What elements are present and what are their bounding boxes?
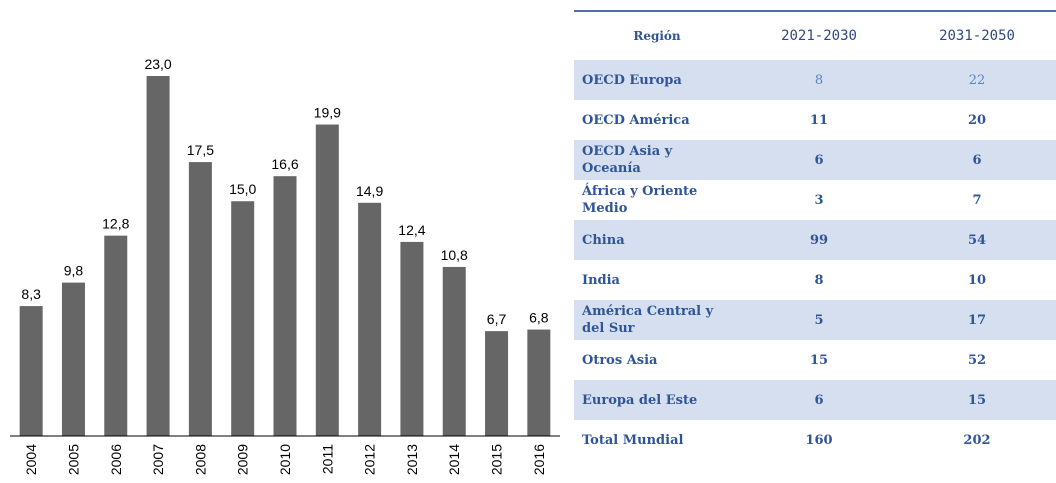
bar	[188, 162, 212, 436]
x-tick-label: 2013	[404, 444, 420, 475]
value-cell: 54	[898, 220, 1056, 260]
value-cell: 17	[898, 300, 1056, 340]
table-row: OECD América 11 20	[574, 100, 1056, 140]
value-cell: 22	[898, 60, 1056, 100]
region-cell: África y Oriente Medio	[582, 184, 698, 216]
x-tick-label: 2015	[489, 444, 505, 475]
data-label: 10,8	[441, 247, 468, 263]
bar	[485, 331, 509, 436]
table-row: Total Mundial 160 202	[574, 420, 1056, 460]
table-row: Europa del Este 6 15	[574, 380, 1056, 420]
value-cell: 3	[814, 192, 824, 208]
value-cell: 8	[740, 60, 898, 100]
value-cell: 99	[740, 220, 898, 260]
data-label: 8,3	[21, 286, 41, 302]
region-cell: China	[574, 220, 740, 260]
region-cell: OECD Europa	[574, 60, 740, 100]
x-tick-label: 2012	[362, 444, 378, 475]
table-row: China 99 54	[574, 220, 1056, 260]
data-label: 16,6	[271, 156, 298, 172]
bar	[358, 202, 382, 436]
bar	[315, 124, 339, 437]
region-cell: OECD Asia y Oceanía	[574, 140, 740, 180]
region-cell: India	[582, 272, 620, 288]
value-cell: 7	[972, 192, 982, 208]
value-cell: 15	[809, 352, 829, 368]
data-label: 6,7	[487, 311, 507, 327]
x-tick-label: 2016	[531, 444, 547, 475]
data-label: 9,8	[64, 263, 84, 279]
x-tick-label: 2007	[150, 444, 166, 475]
x-tick-label: 2004	[23, 444, 39, 475]
bar	[146, 76, 170, 436]
value-cell: 10	[967, 272, 987, 288]
value-cell: 15	[898, 380, 1056, 420]
region-cell: Europa del Este	[574, 380, 740, 420]
data-label: 17,5	[187, 142, 214, 158]
value-cell: 6	[898, 140, 1056, 180]
value-cell: 52	[967, 352, 987, 368]
bar	[104, 235, 128, 436]
table-row: OECD Asia y Oceanía 6 6	[574, 140, 1056, 180]
region-cell: OECD América	[582, 112, 690, 128]
data-label: 23,0	[144, 56, 171, 72]
header-cell: 2021-2030	[781, 28, 857, 44]
value-cell: 6	[740, 380, 898, 420]
region-cell: Otros Asia	[582, 352, 658, 368]
bar	[400, 241, 424, 436]
value-cell: 6	[740, 140, 898, 180]
data-label: 12,8	[102, 216, 129, 232]
value-cell: 11	[809, 112, 829, 128]
data-label: 14,9	[356, 183, 383, 199]
bar	[231, 201, 255, 436]
table-row: África y Oriente Medio 3 7	[574, 180, 1056, 220]
x-tick-label: 2008	[192, 444, 208, 475]
header-cell: Región	[633, 29, 681, 43]
bar	[19, 306, 43, 436]
data-label: 15,0	[229, 181, 256, 197]
chart: 8,3 2004 9,8 2005 12,8 2006 23,0 2007 17,5 2008 15…	[10, 56, 560, 475]
data-table: Región 2021-2030 2031-2050 OECD Europa 8 22 OE…	[574, 10, 1056, 460]
x-tick-label: 2011	[319, 444, 335, 474]
value-cell: 8	[814, 272, 824, 288]
value-cell: 5	[740, 300, 898, 340]
x-tick-label: 2006	[108, 444, 124, 475]
data-label: 6,8	[529, 310, 549, 326]
table-row: India 8 10	[574, 260, 1056, 300]
bar	[61, 282, 85, 436]
x-tick-label: 2005	[65, 444, 81, 475]
table-row: Otros Asia 15 52	[574, 340, 1056, 380]
table-row: América Central y del Sur 5 17	[574, 300, 1056, 340]
x-tick-label: 2009	[235, 444, 251, 475]
region-cell: América Central y del Sur	[574, 300, 740, 340]
value-cell: 20	[967, 112, 987, 128]
data-label: 12,4	[398, 222, 425, 238]
header-cell: 2031-2050	[939, 28, 1015, 44]
table-row: OECD Europa 8 22	[574, 60, 1056, 100]
value-cell: 160	[805, 432, 833, 448]
value-cell: 202	[963, 432, 991, 448]
bar	[273, 176, 297, 436]
header-row: Región 2021-2030 2031-2050	[574, 11, 1056, 60]
bar	[527, 329, 551, 436]
region-cell: Total Mundial	[582, 432, 684, 448]
x-tick-label: 2010	[277, 444, 293, 475]
bar	[442, 266, 466, 436]
data-label: 19,9	[314, 105, 341, 121]
x-tick-label: 2014	[446, 444, 462, 475]
